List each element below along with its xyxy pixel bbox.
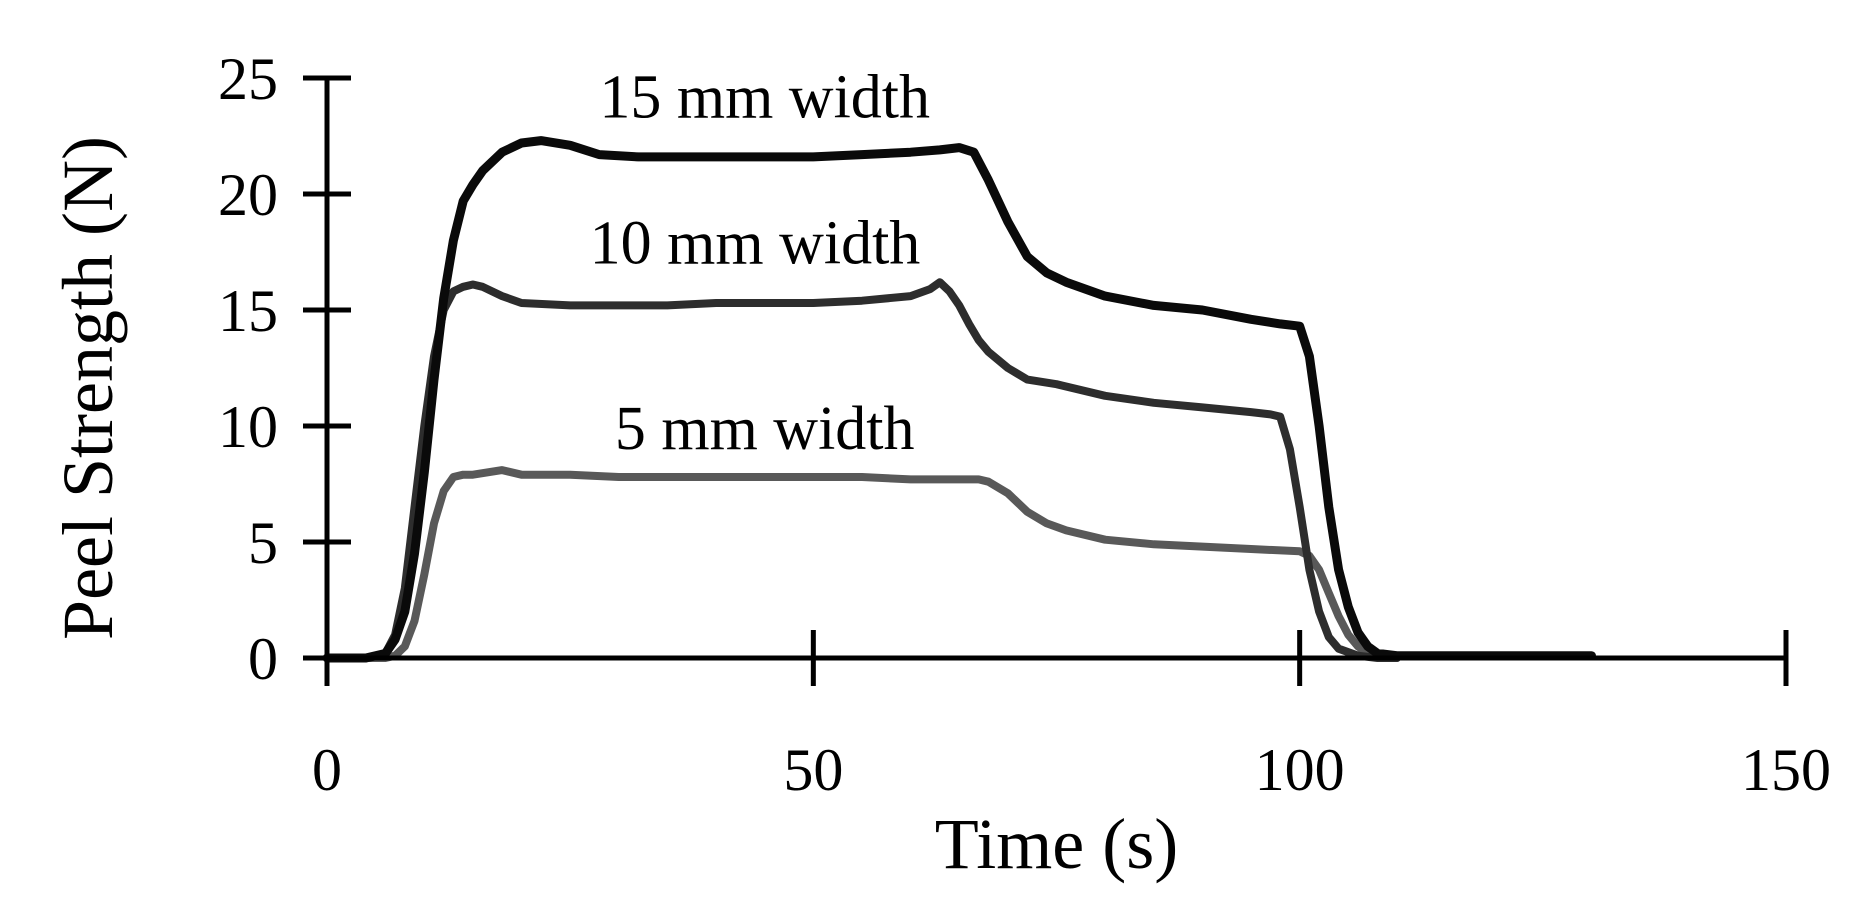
x-tick-label: 100 — [1255, 737, 1345, 803]
y-tick-label: 5 — [248, 510, 278, 576]
series-layer — [322, 136, 1596, 663]
x-tick-label: 150 — [1741, 737, 1831, 803]
labels-layer: 0 50 100 150 0 5 10 15 20 25 15 mm width 10 mm widt… — [218, 46, 1831, 803]
series-label: 15 mm width — [599, 63, 930, 131]
x-tick-label: 50 — [783, 737, 843, 803]
x-tick-label: 0 — [312, 737, 342, 803]
y-tick-label: 10 — [218, 394, 278, 460]
series-line-15-mm-width — [322, 136, 1596, 663]
y-axis-title: Peel Strength (N) — [48, 136, 128, 640]
ticks-layer — [303, 75, 1789, 686]
x-axis-title: Time (s) — [935, 804, 1178, 884]
series-label: 5 mm width — [615, 395, 915, 463]
y-tick-label: 20 — [218, 162, 278, 228]
y-tick-label: 15 — [218, 278, 278, 344]
axes-layer — [324, 78, 1786, 661]
series-line-5-mm-width — [323, 466, 1401, 662]
y-tick-label: 0 — [248, 626, 278, 692]
series-label: 10 mm width — [590, 210, 921, 278]
y-tick-label: 25 — [218, 46, 278, 112]
